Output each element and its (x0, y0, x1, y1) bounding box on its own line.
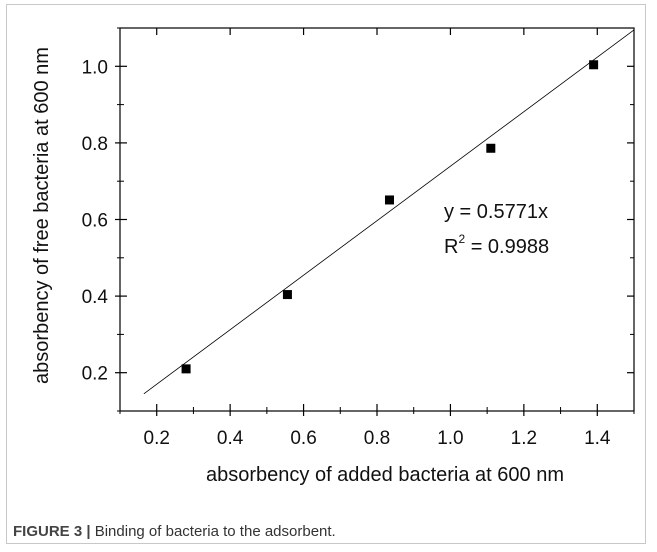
scatter-chart: 0.2 0.4 0.6 0.8 1.0 1.2 1.4 0.2 0.4 0.6 0.8 1.0 ab… (31, 27, 635, 486)
y-tick-label: 0.8 (82, 134, 108, 155)
r-squared-value: = 0.9988 (465, 236, 549, 258)
data-point (486, 143, 496, 153)
r-squared-superscript: 2 (458, 232, 465, 246)
y-tick-label: 0.6 (82, 211, 108, 232)
data-point (384, 195, 394, 205)
x-tick-label: 0.6 (290, 428, 316, 449)
fit-equation: y = 0.5771x (444, 201, 548, 223)
r-squared-annotation: R2 = 0.9988 (444, 232, 549, 258)
figure-caption: FIGURE 3 | Binding of bacteria to the ad… (13, 523, 643, 540)
caption-text: Binding of bacteria to the adsorbent. (90, 523, 336, 540)
x-tick-label: 1.2 (511, 428, 537, 449)
plot-area (119, 27, 635, 412)
x-tick-label: 0.2 (144, 428, 170, 449)
x-tick-label: 0.8 (364, 428, 390, 449)
x-tick-label: 1.0 (437, 428, 463, 449)
x-tick-label: 0.4 (217, 428, 244, 449)
r-squared-prefix: R (444, 236, 458, 258)
y-tick-label: 0.2 (82, 364, 108, 385)
y-axis-title: absorbency of free bacteria at 600 nm (31, 47, 53, 384)
y-tick-label: 1.0 (82, 57, 108, 78)
y-tick-label: 0.4 (82, 287, 109, 308)
figure-frame (6, 4, 646, 544)
y-axis: 0.2 0.4 0.6 0.8 1.0 (82, 27, 634, 412)
data-point (589, 60, 599, 70)
fit-line (143, 29, 635, 395)
x-axis-title: absorbency of added bacteria at 600 nm (206, 464, 564, 486)
x-axis: 0.2 0.4 0.6 0.8 1.0 1.2 1.4 (119, 28, 635, 449)
data-points (181, 60, 599, 374)
caption-label: FIGURE 3 | (13, 523, 91, 540)
data-point (181, 364, 191, 374)
data-point (282, 290, 292, 300)
x-tick-label: 1.4 (584, 428, 611, 449)
